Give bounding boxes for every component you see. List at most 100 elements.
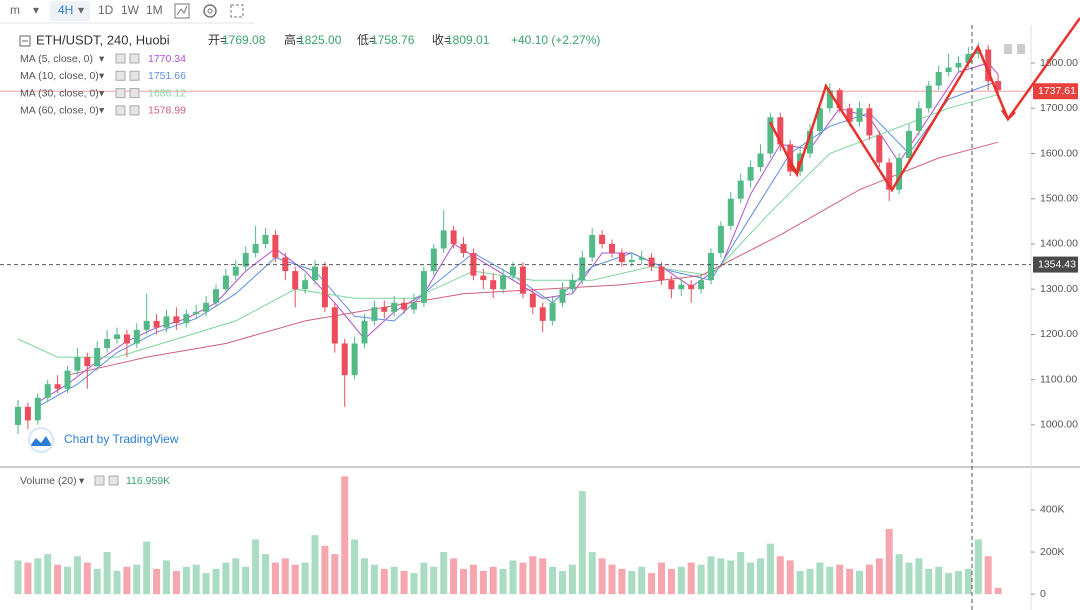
candle-body [480, 275, 487, 281]
ohlc-label: 高= [284, 32, 303, 47]
candle-body [222, 275, 229, 290]
close-button[interactable] [129, 53, 140, 64]
candle-body [510, 266, 516, 276]
pane-button[interactable] [1004, 44, 1012, 54]
close-button[interactable] [129, 88, 140, 99]
volume-bar [974, 539, 982, 595]
volume-bar [410, 573, 418, 595]
volume-bar [994, 587, 1002, 595]
dropdown-arrow[interactable]: ▾ [79, 475, 85, 487]
close-button[interactable] [129, 105, 140, 116]
volume-bar [143, 541, 151, 595]
volume-bar [202, 573, 210, 595]
volume-bar [400, 570, 408, 595]
candle-body [807, 130, 813, 154]
volume-bar [598, 558, 606, 595]
volume-bar [865, 564, 873, 595]
close-button[interactable] [129, 70, 140, 81]
indicator-icon[interactable] [174, 3, 190, 19]
candle-body [648, 257, 655, 267]
drawing-arrowhead [1000, 109, 1016, 121]
volume-bar [321, 545, 329, 595]
candle-body [876, 135, 883, 163]
candle-body [599, 234, 606, 244]
candle-body [341, 343, 348, 376]
settings-icon[interactable] [203, 4, 217, 18]
volume-bar [24, 562, 32, 595]
toolbar-item[interactable]: 4H [58, 3, 73, 17]
ohlc-label: 收= [432, 33, 451, 47]
fullscreen-icon[interactable] [230, 4, 244, 18]
price-tick-label: 1400.00 [1040, 238, 1078, 250]
volume-bar [380, 568, 388, 595]
volume-title: Volume (20) [20, 475, 77, 487]
volume-bar [301, 562, 309, 595]
candle-body [203, 302, 210, 312]
volume-bar [73, 556, 81, 595]
volume-bar [529, 556, 537, 595]
candle-body [995, 81, 1002, 91]
crosshair-price-label: 1354.43 [1038, 258, 1076, 270]
toolbar-item[interactable]: 1D [98, 3, 114, 17]
volume-bar [568, 564, 576, 595]
volume-bar [945, 573, 953, 595]
watermark[interactable]: Chart by TradingView [64, 432, 179, 446]
volume-tick-label: 0 [1040, 588, 1046, 600]
symbol-title: ETH/USDT, 240, Huobi [36, 32, 170, 47]
candle-body [84, 357, 91, 367]
candle-body [391, 302, 398, 312]
candle-body [114, 334, 120, 339]
dropdown-arrow[interactable]: ▾ [33, 3, 39, 17]
collapse-icon[interactable] [19, 35, 31, 47]
volume-bar [311, 535, 319, 595]
volume-bar [955, 570, 962, 595]
candle-body [262, 234, 269, 244]
toolbar-item[interactable]: 1M [146, 3, 163, 17]
candle-body [539, 307, 546, 321]
candle-body [747, 167, 754, 181]
volume-bar [390, 566, 398, 595]
settings-button[interactable] [115, 105, 126, 116]
volume-value: 116.959K [126, 475, 170, 487]
toolbar-item[interactable]: m [10, 3, 20, 17]
candle-body [64, 370, 71, 389]
candle-body [698, 280, 705, 290]
pane-button[interactable] [1017, 44, 1025, 54]
volume-bar [123, 566, 131, 595]
candle-body [15, 406, 21, 425]
toolbar-item[interactable]: 1W [121, 3, 140, 17]
price-tick-label: 1200.00 [1040, 328, 1078, 340]
tradingview-logo-ring [28, 427, 54, 453]
volume-bar [252, 539, 260, 595]
candle-body [896, 158, 903, 190]
candle-body [361, 320, 368, 344]
ohlc-value: 1809.01 [446, 33, 490, 47]
candle-body [252, 243, 259, 254]
candle-body [133, 329, 140, 344]
volume-bar [103, 552, 111, 595]
candle-body [500, 275, 507, 290]
close-button[interactable] [108, 475, 119, 486]
dropdown-arrow[interactable]: ▾ [78, 3, 84, 17]
volume-bar [509, 560, 517, 595]
candle-body [242, 253, 249, 267]
settings-button[interactable] [115, 88, 126, 99]
price-tick-label: 1000.00 [1040, 419, 1078, 431]
ohlc-label: 低= [357, 33, 376, 47]
settings-button[interactable] [94, 475, 105, 486]
volume-bar [430, 566, 438, 595]
volume-bar [153, 568, 161, 595]
settings-button[interactable] [115, 70, 126, 81]
volume-bar [846, 568, 854, 595]
candle-body [470, 253, 477, 276]
candle-body [708, 253, 714, 281]
volume-bar [232, 558, 240, 595]
volume-bar [786, 560, 794, 595]
volume-bar [182, 566, 190, 595]
candle-body [975, 49, 982, 54]
volume-bar [588, 552, 596, 595]
candle-body [955, 63, 962, 68]
volume-bar [895, 554, 903, 595]
candle-body [183, 314, 190, 324]
settings-button[interactable] [115, 53, 126, 64]
